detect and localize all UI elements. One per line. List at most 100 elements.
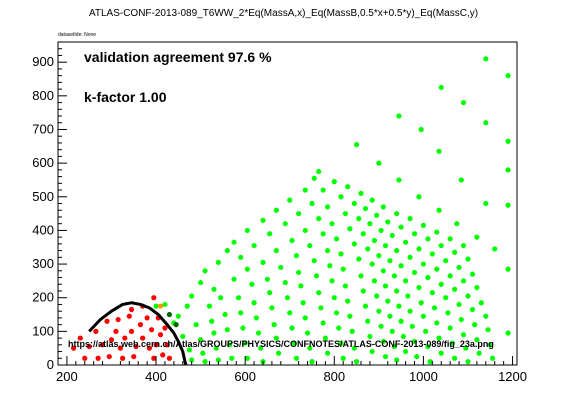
green-point (474, 337, 480, 343)
green-point (371, 278, 377, 284)
green-point (443, 295, 449, 301)
green-point (347, 226, 353, 232)
green-point (407, 254, 413, 260)
green-point (425, 236, 431, 242)
green-point (329, 221, 335, 227)
green-point (224, 327, 230, 333)
green-point (316, 216, 322, 222)
green-point (436, 335, 442, 341)
green-point (336, 325, 342, 331)
green-point (342, 283, 349, 289)
green-point (505, 167, 511, 173)
green-point (460, 278, 467, 284)
green-point (358, 273, 364, 279)
red-point (148, 327, 155, 333)
x-tick-label: 200 (56, 369, 78, 384)
green-point (296, 210, 302, 217)
green-point (291, 340, 297, 346)
red-point (108, 337, 115, 343)
green-point (452, 286, 458, 292)
green-point (452, 355, 458, 361)
green-point (189, 293, 195, 299)
green-point (153, 303, 159, 309)
green-point (369, 261, 375, 267)
darkgreen-point (173, 322, 179, 328)
green-point (405, 293, 411, 299)
y-tick-label: 500 (32, 189, 54, 204)
green-point (231, 276, 237, 282)
green-point (200, 350, 206, 356)
green-point (360, 288, 366, 294)
source-url: https://atlas.web.cern.ch/Atlas/GROUPS/P… (68, 339, 494, 349)
green-point (338, 194, 344, 200)
green-point (474, 234, 480, 240)
red-point (160, 352, 166, 358)
green-point (307, 345, 313, 351)
y-tick-label: 200 (32, 290, 54, 305)
green-point (411, 231, 418, 237)
red-point (106, 353, 112, 360)
green-point (311, 175, 317, 181)
green-point (264, 276, 271, 282)
red-point (93, 328, 99, 334)
green-point (338, 251, 344, 257)
green-point (229, 355, 235, 361)
green-point (206, 303, 213, 309)
green-point (380, 268, 386, 274)
green-point (289, 325, 295, 331)
green-point (396, 113, 402, 119)
green-point (396, 177, 402, 183)
green-point (304, 330, 311, 336)
green-point (244, 266, 250, 272)
green-point (275, 350, 282, 356)
green-point (302, 315, 308, 321)
green-point (465, 256, 471, 262)
green-point (267, 231, 273, 237)
green-point (242, 340, 248, 346)
green-point (367, 221, 373, 227)
green-point (351, 241, 357, 247)
red-point (117, 345, 123, 351)
green-point (380, 204, 386, 210)
y-axis-ticks: 0 100 200 300 400 500 600 700 800 900 (32, 41, 67, 372)
green-point (293, 355, 300, 361)
green-point (474, 285, 480, 291)
green-point (211, 330, 217, 336)
green-point (320, 231, 326, 237)
x-tick-label: 1000 (409, 369, 438, 384)
red-point (140, 335, 146, 341)
green-point (434, 229, 440, 235)
green-point (434, 266, 440, 272)
red-point (82, 355, 88, 361)
green-point (438, 281, 444, 287)
green-point (271, 322, 277, 328)
green-point (209, 318, 215, 324)
green-point (431, 305, 438, 311)
green-point (316, 290, 322, 296)
green-point (231, 239, 237, 245)
green-point (472, 322, 478, 328)
green-point (374, 293, 380, 299)
green-point (411, 338, 418, 345)
green-point (184, 303, 190, 309)
green-point (282, 221, 288, 227)
green-point (402, 278, 409, 284)
darkgreen-point (166, 311, 173, 318)
green-point (376, 308, 382, 314)
green-point (394, 248, 400, 254)
green-point (356, 216, 362, 222)
green-point (284, 295, 291, 301)
green-point (358, 190, 364, 197)
green-point (385, 298, 391, 304)
green-point (213, 345, 219, 351)
green-point (331, 179, 337, 185)
green-point (202, 268, 208, 274)
green-point (353, 359, 360, 365)
green-point (349, 328, 355, 334)
green-point (180, 333, 186, 340)
green-point (407, 216, 413, 222)
red-point (166, 355, 173, 361)
green-point (402, 239, 409, 245)
green-point (389, 232, 395, 239)
green-point (320, 320, 326, 326)
